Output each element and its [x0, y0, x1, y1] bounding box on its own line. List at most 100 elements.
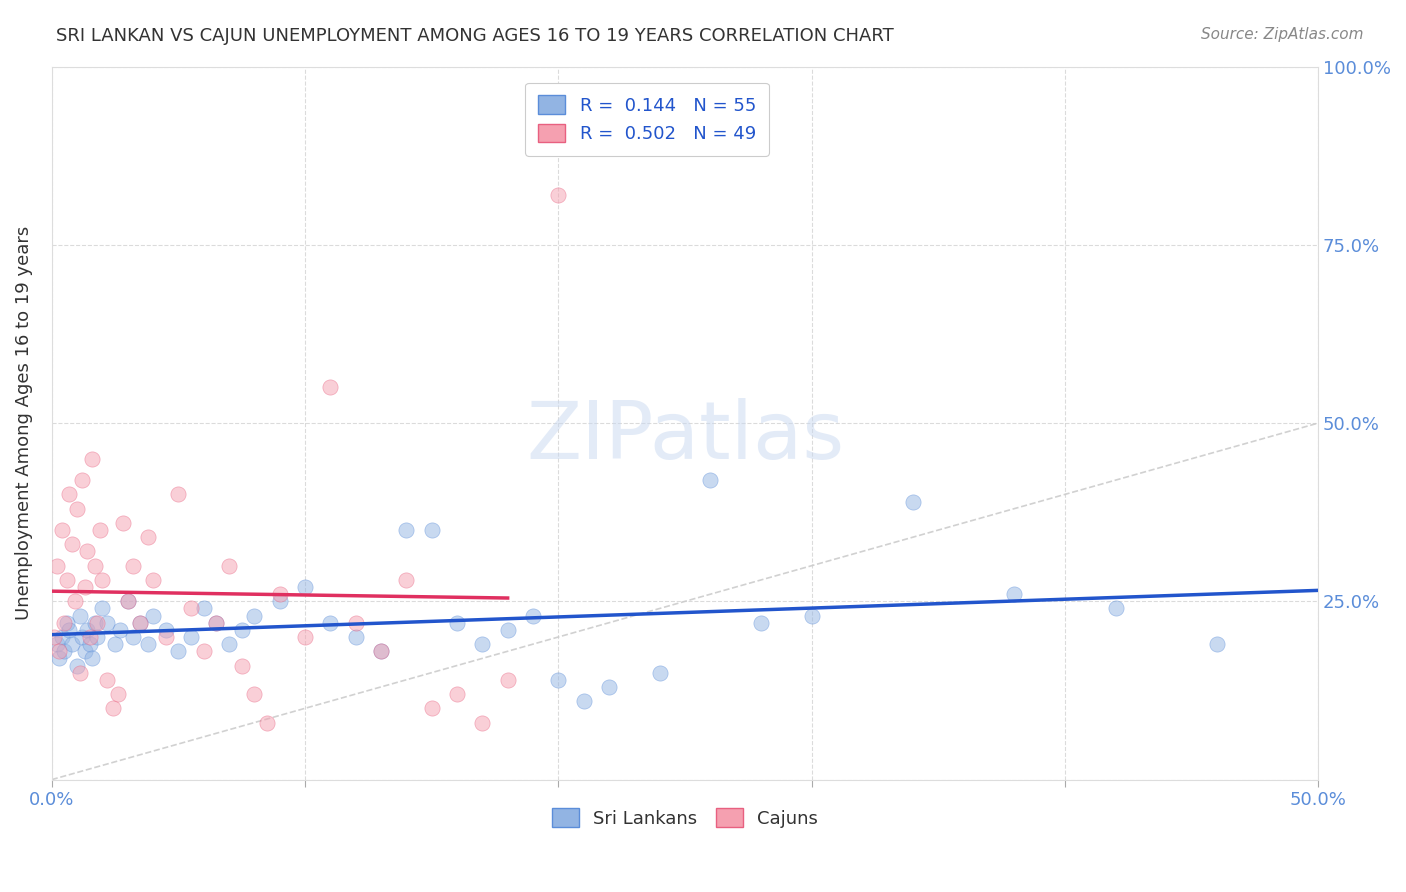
- Point: [108, 623, 131, 637]
- Point: [83, 615, 105, 630]
- Point: [79, 630, 101, 644]
- Point: [1205, 637, 1227, 651]
- Point: [155, 630, 177, 644]
- Point: [547, 673, 569, 687]
- Point: [180, 630, 202, 644]
- Point: [91, 573, 114, 587]
- Point: [218, 637, 240, 651]
- Point: [83, 558, 105, 573]
- Y-axis label: Unemployment Among Ages 16 to 19 years: Unemployment Among Ages 16 to 19 years: [15, 226, 32, 620]
- Point: [117, 594, 139, 608]
- Point: [79, 637, 101, 651]
- Point: [66, 658, 89, 673]
- Point: [136, 530, 159, 544]
- Point: [395, 573, 418, 587]
- Point: [319, 380, 342, 394]
- Point: [70, 473, 93, 487]
- Point: [243, 687, 266, 701]
- Point: [648, 665, 671, 680]
- Point: [699, 473, 721, 487]
- Point: [69, 608, 91, 623]
- Point: [167, 487, 190, 501]
- Point: [269, 587, 291, 601]
- Point: [104, 637, 127, 651]
- Point: [44, 630, 66, 644]
- Point: [243, 608, 266, 623]
- Point: [51, 523, 73, 537]
- Point: [749, 615, 772, 630]
- Point: [256, 715, 278, 730]
- Point: [269, 594, 291, 608]
- Point: [117, 594, 139, 608]
- Point: [344, 615, 367, 630]
- Point: [76, 623, 98, 637]
- Point: [167, 644, 190, 658]
- Point: [395, 523, 418, 537]
- Point: [496, 623, 519, 637]
- Point: [294, 630, 316, 644]
- Point: [446, 615, 468, 630]
- Point: [598, 680, 620, 694]
- Point: [70, 630, 93, 644]
- Point: [121, 558, 143, 573]
- Point: [572, 694, 595, 708]
- Point: [522, 608, 544, 623]
- Point: [60, 537, 83, 551]
- Point: [344, 630, 367, 644]
- Point: [56, 573, 79, 587]
- Point: [60, 637, 83, 651]
- Point: [48, 651, 70, 665]
- Point: [370, 644, 392, 658]
- Point: [107, 687, 129, 701]
- Text: SRI LANKAN VS CAJUN UNEMPLOYMENT AMONG AGES 16 TO 19 YEARS CORRELATION CHART: SRI LANKAN VS CAJUN UNEMPLOYMENT AMONG A…: [56, 27, 894, 45]
- Point: [294, 580, 316, 594]
- Point: [420, 701, 443, 715]
- Point: [193, 644, 215, 658]
- Point: [547, 188, 569, 202]
- Point: [1002, 587, 1025, 601]
- Point: [231, 658, 253, 673]
- Point: [63, 594, 86, 608]
- Point: [496, 673, 519, 687]
- Point: [51, 630, 73, 644]
- Point: [446, 687, 468, 701]
- Point: [471, 637, 494, 651]
- Text: Source: ZipAtlas.com: Source: ZipAtlas.com: [1201, 27, 1364, 42]
- Point: [56, 615, 79, 630]
- Point: [96, 615, 118, 630]
- Point: [82, 451, 104, 466]
- Point: [45, 558, 67, 573]
- Point: [1104, 601, 1126, 615]
- Legend: Sri Lankans, Cajuns: Sri Lankans, Cajuns: [544, 801, 825, 835]
- Point: [91, 601, 114, 615]
- Point: [121, 630, 143, 644]
- Point: [73, 580, 96, 594]
- Point: [142, 608, 165, 623]
- Point: [155, 623, 177, 637]
- Point: [73, 644, 96, 658]
- Point: [370, 644, 392, 658]
- Point: [205, 615, 228, 630]
- Point: [319, 615, 342, 630]
- Point: [218, 558, 240, 573]
- Point: [231, 623, 253, 637]
- Point: [53, 615, 76, 630]
- Point: [45, 637, 67, 651]
- Point: [48, 644, 70, 658]
- Point: [58, 487, 80, 501]
- Point: [101, 701, 124, 715]
- Point: [136, 637, 159, 651]
- Text: ZIPatlas: ZIPatlas: [526, 399, 844, 476]
- Point: [66, 501, 89, 516]
- Point: [69, 665, 91, 680]
- Point: [89, 523, 111, 537]
- Point: [901, 494, 924, 508]
- Point: [111, 516, 134, 530]
- Point: [58, 623, 80, 637]
- Point: [53, 644, 76, 658]
- Point: [82, 651, 104, 665]
- Point: [86, 615, 108, 630]
- Point: [420, 523, 443, 537]
- Point: [129, 615, 152, 630]
- Point: [86, 630, 108, 644]
